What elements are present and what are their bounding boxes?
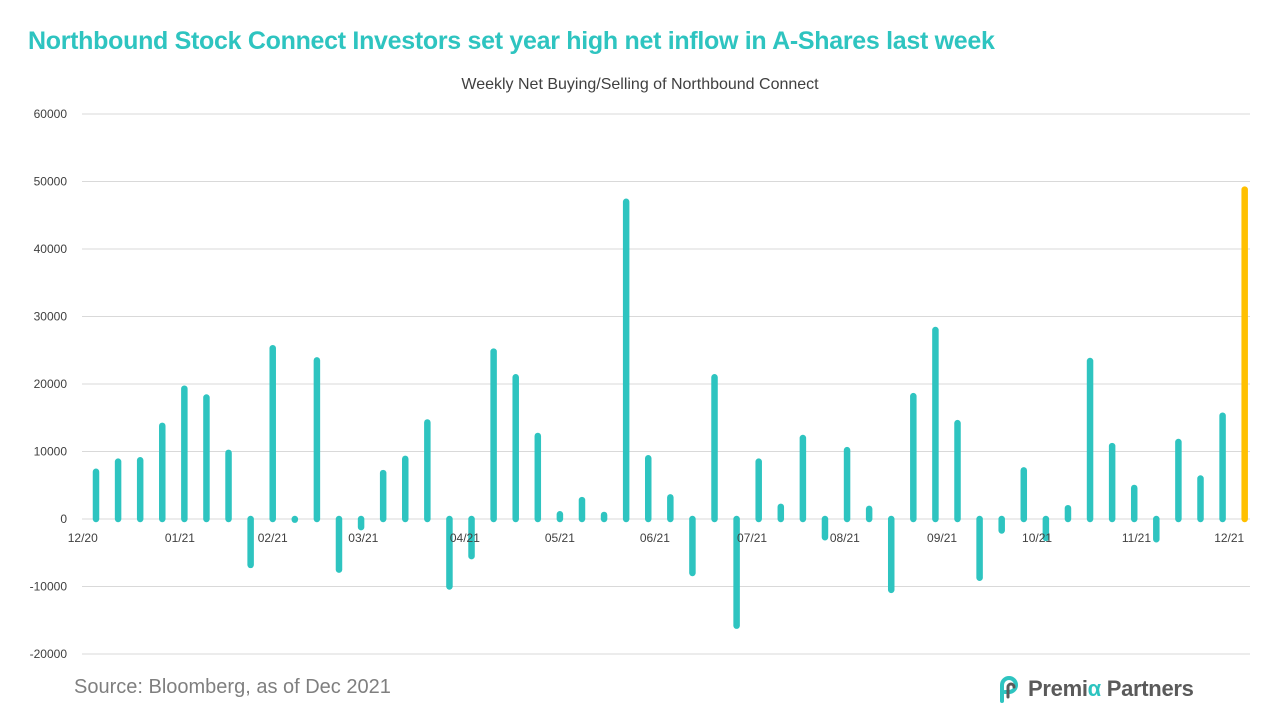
y-tick-label: -20000 (30, 647, 68, 661)
chart-title: Weekly Net Buying/Selling of Northbound … (461, 76, 819, 93)
y-tick-label: 10000 (34, 445, 68, 459)
bars (92, 186, 1248, 629)
y-tick-label: 0 (60, 512, 67, 526)
source-note: Source: Bloomberg, as of Dec 2021 (74, 676, 391, 698)
y-tick-label: 60000 (34, 107, 68, 121)
y-tick-label: -10000 (30, 580, 68, 594)
y-axis-tick-labels: 60000 50000 40000 30000 20000 10000 0 -10000 -20… (30, 107, 68, 661)
brand-name-part2: Partners (1100, 676, 1194, 701)
headline: Northbound Stock Connect Investors set y… (28, 27, 995, 55)
x-tick-label: 08/21 (830, 531, 860, 545)
y-tick-label: 40000 (34, 242, 68, 256)
y-tick-label: 30000 (34, 310, 68, 324)
y-tick-label: 50000 (34, 175, 68, 189)
x-tick-label: 11/21 (1122, 531, 1151, 545)
x-axis-tick-labels: 12/20 01/21 02/21 03/21 04/21 05/21 06/21 07/21… (68, 531, 1245, 545)
y-tick-label: 20000 (34, 377, 68, 391)
x-tick-label: 09/21 (927, 531, 957, 545)
x-tick-label: 04/21 (450, 531, 480, 545)
brand-logo: Premiα Partners (996, 675, 1194, 703)
x-tick-label: 02/21 (258, 531, 288, 545)
premia-logo-icon (1000, 676, 1019, 703)
x-tick-label: 01/21 (165, 531, 195, 545)
x-tick-label: 10/21 (1022, 531, 1052, 545)
brand-name-part1: Premi (1028, 676, 1088, 701)
x-tick-label: 07/21 (737, 531, 767, 545)
x-tick-label: 12/20 (68, 531, 98, 545)
x-tick-label: 06/21 (640, 531, 670, 545)
x-tick-label: 12/21 (1214, 531, 1244, 545)
brand-name-accent: α (1087, 676, 1102, 701)
grid-lines (82, 113, 1250, 655)
x-tick-label: 03/21 (348, 531, 378, 545)
x-tick-label: 05/21 (545, 531, 575, 545)
brand-name: Premiα Partners (1028, 676, 1194, 702)
